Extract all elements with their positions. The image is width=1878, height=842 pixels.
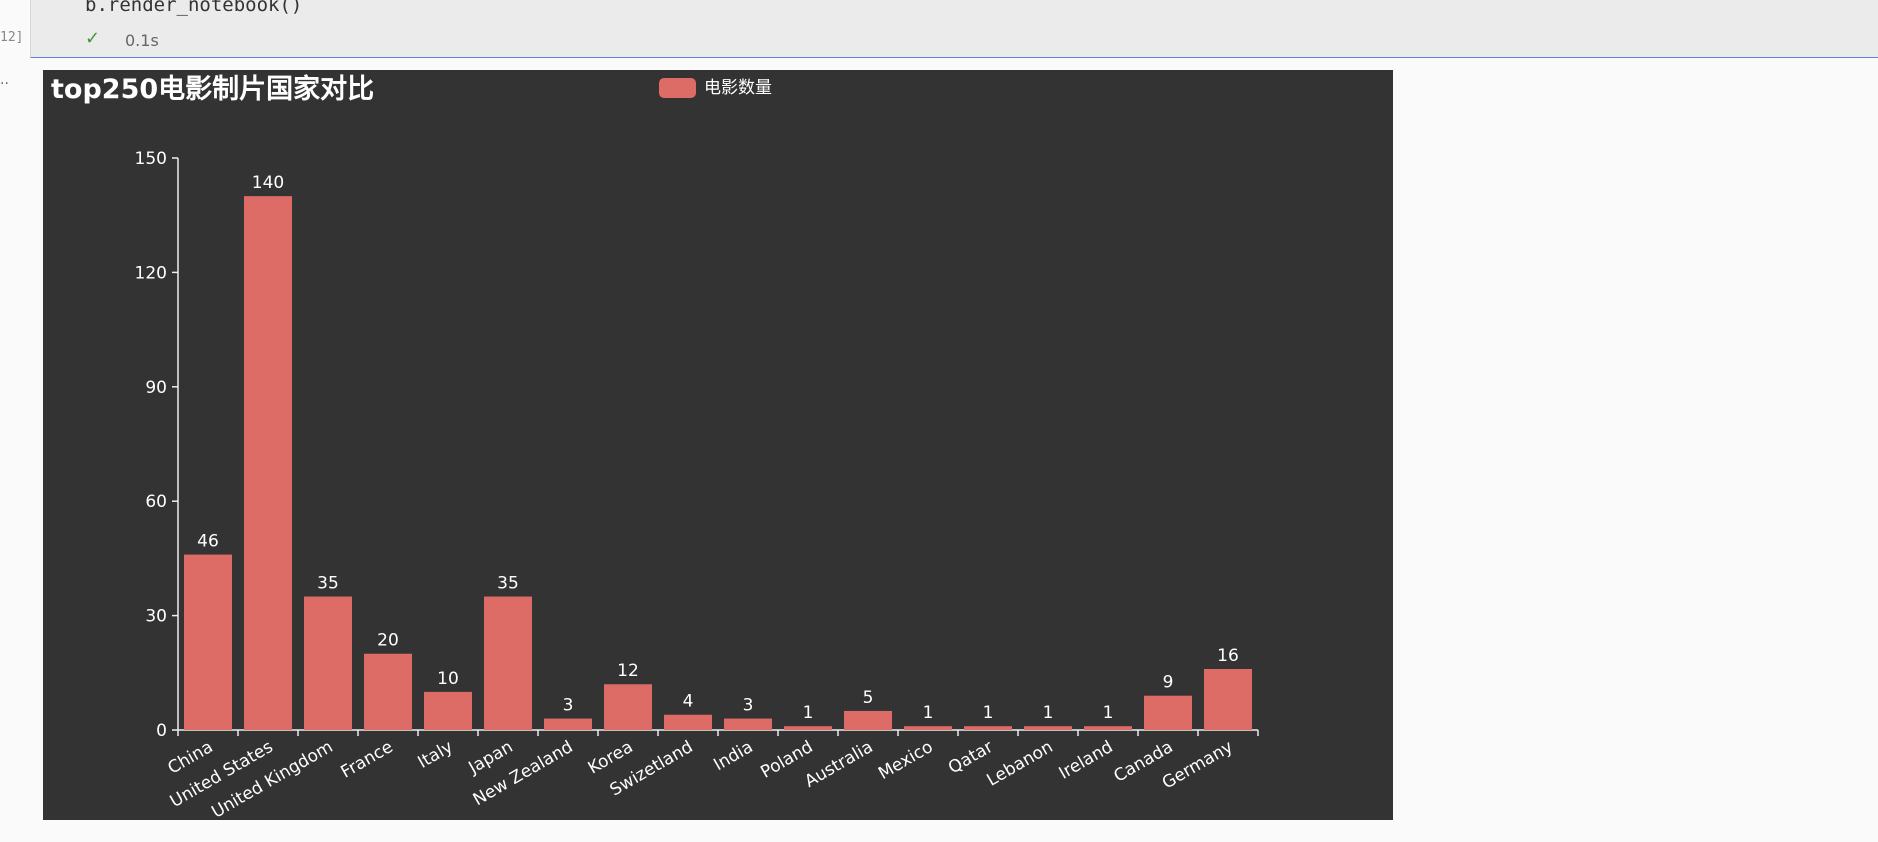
- data-label: 16: [1217, 646, 1239, 666]
- x-tick-label: Mexico: [875, 737, 936, 784]
- bar: [1024, 726, 1072, 730]
- execution-count: 12]: [0, 30, 24, 45]
- bar: [184, 554, 232, 730]
- data-label: 35: [497, 574, 519, 594]
- data-label: 1: [1043, 703, 1054, 723]
- bar: [784, 726, 832, 730]
- y-tick-label: 60: [145, 492, 167, 512]
- data-label: 3: [563, 696, 574, 716]
- legend-swatch: [659, 78, 696, 98]
- data-label: 10: [437, 669, 459, 689]
- bar: [904, 726, 952, 730]
- legend-label: 电影数量: [704, 78, 772, 98]
- x-tick-label: Australia: [801, 737, 876, 792]
- y-tick-label: 120: [135, 263, 167, 283]
- x-tick-label: Italy: [415, 737, 457, 773]
- data-label: 140: [252, 173, 284, 193]
- data-label: 1: [923, 703, 934, 723]
- data-label: 1: [1103, 703, 1114, 723]
- data-label: 3: [743, 696, 754, 716]
- data-label: 1: [983, 703, 994, 723]
- bar: [964, 726, 1012, 730]
- chart-container: top250电影制片国家对比 电影数量 0 30 60 90 120 150 46 China 14…: [43, 70, 1393, 820]
- y-tick-label: 30: [145, 607, 167, 627]
- data-label: 20: [377, 631, 399, 651]
- bar: [724, 718, 772, 730]
- bar: [604, 684, 652, 730]
- bar: [844, 710, 892, 730]
- x-tick-label: Ireland: [1056, 737, 1117, 784]
- bar: [484, 596, 532, 730]
- bar-chart: top250电影制片国家对比 电影数量030609012015046China14…: [51, 73, 1259, 820]
- data-label: 4: [683, 692, 694, 712]
- data-label: 35: [317, 574, 339, 594]
- code-line: b.render_notebook(): [85, 0, 303, 16]
- bar: [424, 691, 472, 730]
- bar: [664, 714, 712, 730]
- x-tick-label: Lebanon: [983, 737, 1056, 791]
- code-cell[interactable]: b.render_notebook() ✓ 0.1s: [30, 0, 1878, 58]
- bar: [1084, 726, 1132, 730]
- data-label: 5: [863, 688, 874, 708]
- bar: [1204, 668, 1252, 730]
- y-tick-label: 90: [145, 378, 167, 398]
- output-prompt: ..: [0, 72, 9, 88]
- data-label: 1: [803, 703, 814, 723]
- execution-time: 0.1s: [125, 31, 159, 50]
- bar: [364, 653, 412, 730]
- success-check-icon: ✓: [85, 28, 101, 49]
- data-label: 12: [617, 661, 639, 681]
- y-tick-label: 150: [135, 149, 167, 169]
- x-tick-label: France: [338, 737, 397, 783]
- x-tick-label: India: [710, 737, 756, 775]
- bar: [244, 196, 292, 731]
- chart-title: top250电影制片国家对比: [51, 73, 374, 105]
- bar: [304, 596, 352, 730]
- bar: [544, 718, 592, 730]
- data-label: 9: [1163, 673, 1174, 693]
- data-label: 46: [197, 532, 219, 552]
- y-tick-label: 0: [156, 721, 167, 741]
- bar: [1144, 695, 1192, 730]
